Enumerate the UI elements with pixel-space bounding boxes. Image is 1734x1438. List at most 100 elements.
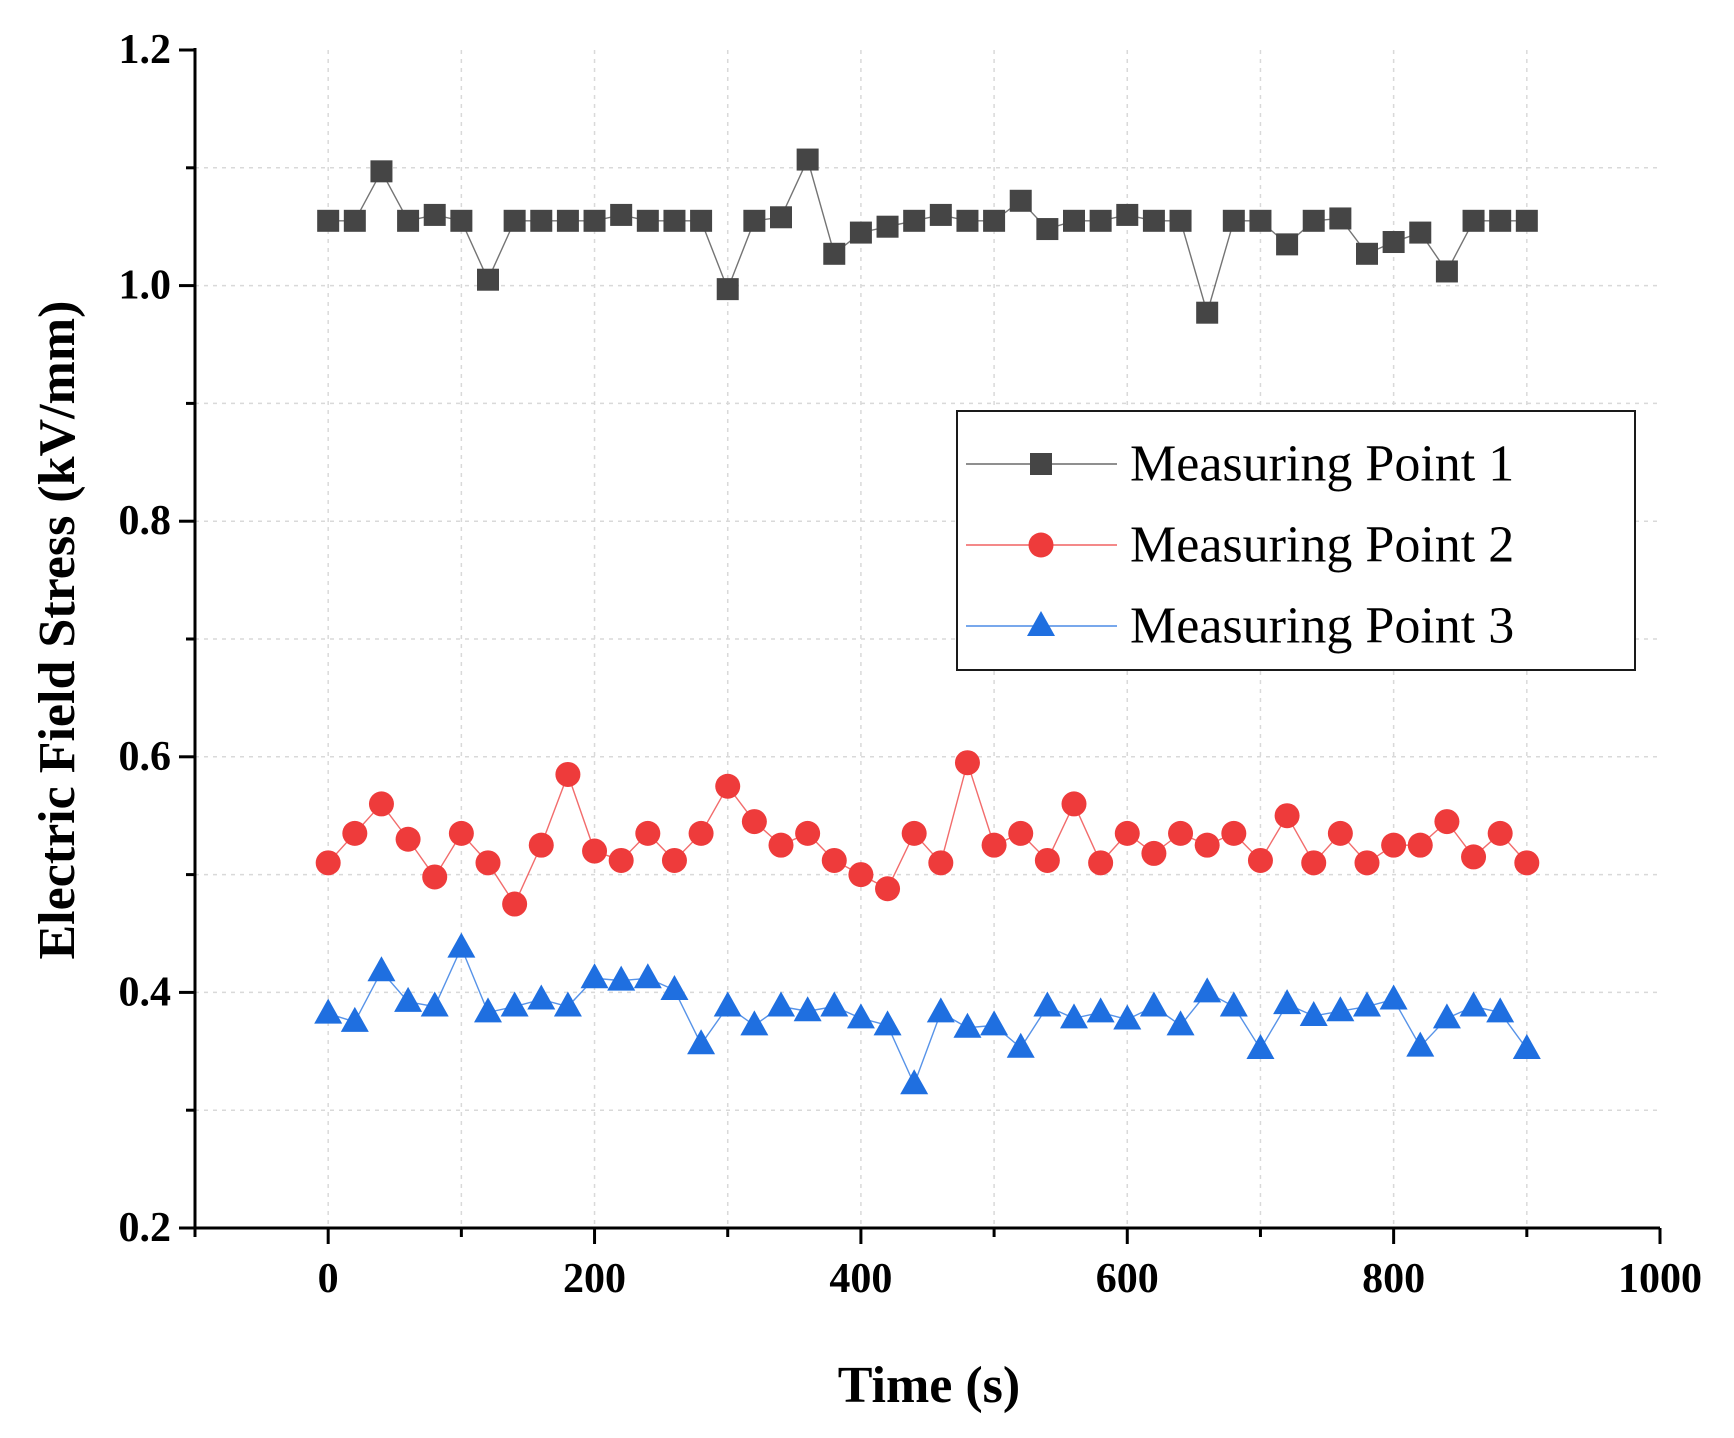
series-1-point xyxy=(343,209,366,232)
series-2-point xyxy=(1514,850,1540,876)
series-3-point xyxy=(580,963,609,989)
series-1-point xyxy=(716,278,739,301)
y-tick-label: 0.2 xyxy=(119,1205,172,1251)
series-3-point xyxy=(607,965,636,991)
series-3-point xyxy=(1459,991,1488,1017)
series-2-point xyxy=(661,847,687,873)
series-3-point xyxy=(1246,1033,1275,1059)
series-1-point xyxy=(1302,209,1325,232)
series-3-point xyxy=(980,1010,1009,1036)
series-1-point xyxy=(317,209,340,232)
series-3-point xyxy=(1219,991,1248,1017)
series-3-point xyxy=(767,991,795,1017)
series-2-point xyxy=(741,809,767,835)
series-3-point xyxy=(953,1012,982,1038)
legend-item-1: Measuring Point 1 xyxy=(966,436,1514,493)
series-3-point xyxy=(1193,977,1222,1003)
series-2-point xyxy=(448,820,474,846)
series-2-point xyxy=(502,891,528,917)
series-1-point xyxy=(1169,209,1192,232)
legend-label: Measuring Point 2 xyxy=(1130,517,1514,574)
series-1-point xyxy=(450,209,473,232)
legend-label: Measuring Point 1 xyxy=(1130,436,1514,493)
data-series xyxy=(314,148,1541,1095)
y-tick-label: 0.8 xyxy=(119,498,172,544)
series-3-line xyxy=(327,945,1528,1087)
y-axis-label: Electric Field Stress (kV/mm) xyxy=(29,301,86,960)
series-2-point xyxy=(1088,850,1114,876)
series-2-point xyxy=(528,832,554,858)
x-tick-label: 200 xyxy=(563,1256,626,1302)
series-1-point xyxy=(1089,209,1112,232)
series-3-point xyxy=(1006,1032,1035,1058)
series-1-point xyxy=(1435,260,1458,283)
series-3-point xyxy=(1379,984,1408,1010)
x-tick-label: 800 xyxy=(1362,1256,1425,1302)
series-2-point xyxy=(688,820,714,846)
series-2-point xyxy=(715,773,741,799)
series-3-point xyxy=(1299,1000,1328,1026)
series-3-point xyxy=(1486,997,1515,1023)
series-3-point xyxy=(713,991,742,1017)
y-tick-label: 0.6 xyxy=(119,734,172,780)
legend-marker xyxy=(1027,611,1055,636)
series-2-point xyxy=(315,850,341,876)
series-2-point xyxy=(1168,820,1194,846)
series-1-point xyxy=(397,209,420,232)
series-2-point xyxy=(608,847,634,873)
series-2-point xyxy=(422,864,448,890)
y-tick-label: 1.0 xyxy=(119,263,172,309)
series-2-point xyxy=(875,876,901,902)
series-3-point xyxy=(340,1006,369,1032)
series-2-point xyxy=(1008,820,1034,846)
series-3-point xyxy=(873,1010,902,1036)
series-3-point xyxy=(1060,1003,1088,1029)
legend-item-2: Measuring Point 2 xyxy=(966,517,1514,574)
series-3-point xyxy=(1353,991,1381,1017)
series-3-point xyxy=(527,984,556,1010)
series-3-point xyxy=(314,998,343,1024)
x-tick-label: 600 xyxy=(1096,1256,1159,1302)
series-3 xyxy=(314,932,1541,1095)
series-3-point xyxy=(420,991,449,1017)
series-1-point xyxy=(1009,189,1032,212)
series-3-point xyxy=(394,986,423,1012)
series-2-point xyxy=(901,820,927,846)
series-3-point xyxy=(1273,989,1302,1015)
series-2-point xyxy=(1194,832,1220,858)
series-2 xyxy=(315,750,1540,917)
series-1-point xyxy=(423,203,446,226)
series-1 xyxy=(317,148,1538,324)
series-1-point xyxy=(1116,203,1139,226)
series-1-point xyxy=(370,160,393,183)
series-2-point xyxy=(1327,820,1353,846)
series-3-point xyxy=(633,963,662,989)
series-2-point xyxy=(555,761,581,787)
series-2-line xyxy=(327,760,1528,906)
series-2-point xyxy=(1061,791,1087,817)
series-2-point xyxy=(1141,840,1167,866)
series-3-point xyxy=(1033,991,1062,1017)
series-2-point xyxy=(768,832,794,858)
series-2-point xyxy=(954,750,980,776)
series-3-point xyxy=(846,1003,875,1029)
series-1-point xyxy=(1063,209,1085,232)
series-2-point xyxy=(1114,820,1140,846)
series-3-point xyxy=(1166,1010,1195,1036)
legend-label: Measuring Point 3 xyxy=(1130,598,1514,655)
series-2-point xyxy=(342,820,368,846)
series-3-point xyxy=(740,1010,769,1036)
series-3-point xyxy=(1086,997,1115,1023)
series-2-point xyxy=(1354,850,1380,876)
legend-marker xyxy=(1028,532,1054,558)
series-1-point xyxy=(823,242,846,265)
series-1-point xyxy=(876,215,899,238)
series-1-point xyxy=(636,209,659,232)
series-3-point xyxy=(1432,1003,1461,1029)
series-1-point xyxy=(1249,209,1272,232)
series-1-point xyxy=(956,209,979,232)
series-1-point xyxy=(556,209,579,232)
series-3-point xyxy=(900,1069,929,1095)
series-2-point xyxy=(635,820,661,846)
